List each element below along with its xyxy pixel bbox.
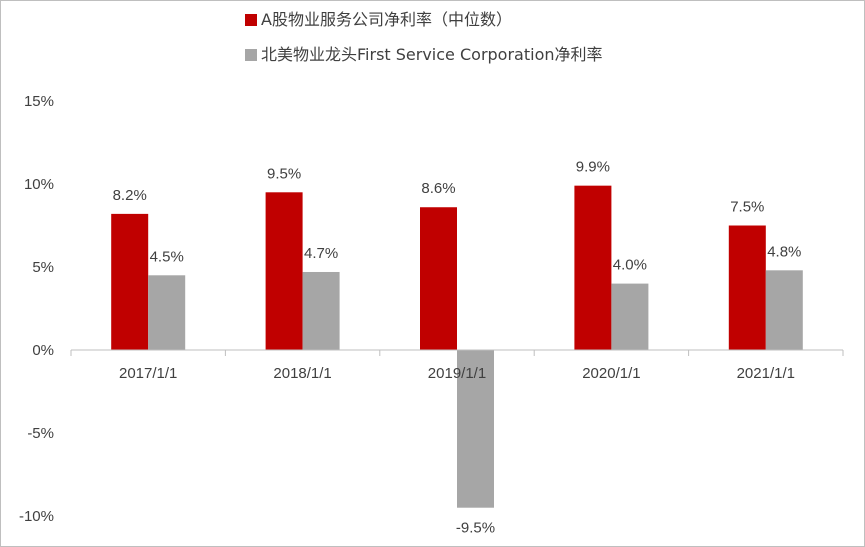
x-tick-label: 2021/1/1 <box>737 365 795 382</box>
bar-a-share <box>111 213 149 350</box>
legend-swatch-first-service <box>245 49 257 61</box>
legend-label-first-service: 北美物业龙头First Service Corporation净利率 <box>261 45 603 64</box>
bar-first-service <box>611 283 649 350</box>
x-tick-label: 2018/1/1 <box>273 365 331 382</box>
x-axis <box>70 349 844 356</box>
y-tick-label: 10% <box>24 176 54 193</box>
data-label: 4.0% <box>613 257 647 274</box>
y-tick-label: -5% <box>27 425 54 442</box>
legend-swatch-a-share <box>245 14 257 26</box>
data-label: -9.5% <box>456 520 495 537</box>
data-label: 4.7% <box>304 245 338 262</box>
y-tick-label: -10% <box>19 508 54 525</box>
bar-first-service <box>765 270 803 350</box>
data-label: 9.5% <box>267 165 301 182</box>
bar-first-service <box>302 271 340 350</box>
y-tick-label: 15% <box>24 93 54 110</box>
data-label: 9.9% <box>576 159 610 176</box>
data-label: 4.8% <box>767 243 801 260</box>
y-axis: 15% 10% 5% 0% -5% -10% <box>19 93 54 525</box>
y-tick-label: 5% <box>32 259 54 276</box>
data-label: 7.5% <box>730 199 764 216</box>
bar-first-service <box>457 350 494 508</box>
bar-a-share <box>420 207 457 350</box>
data-label: 8.2% <box>113 187 147 204</box>
x-tick-label: 2017/1/1 <box>119 365 177 382</box>
x-axis-labels: 2017/1/1 2018/1/1 2019/1/1 2020/1/1 2021/1/1 <box>119 365 795 382</box>
y-tick-label: 0% <box>32 342 54 359</box>
bar-a-share <box>265 192 303 350</box>
bar-a-share <box>574 185 612 350</box>
legend: A股物业服务公司净利率（中位数） 北美物业龙头First Service Cor… <box>245 10 603 64</box>
bar-a-share <box>728 225 766 350</box>
data-labels: 8.2% 4.5% 9.5% 4.7% 8.6% -9.5% 9.9% 4.0% 7.5% 4.8… <box>113 159 802 537</box>
x-tick-label: 2020/1/1 <box>582 365 640 382</box>
x-tick-label: 2019/1/1 <box>428 365 486 382</box>
legend-label-a-share: A股物业服务公司净利率（中位数） <box>261 10 512 29</box>
data-label: 8.6% <box>421 180 455 197</box>
bar-first-service <box>148 275 186 350</box>
data-label: 4.5% <box>150 248 184 265</box>
bars <box>111 185 803 508</box>
